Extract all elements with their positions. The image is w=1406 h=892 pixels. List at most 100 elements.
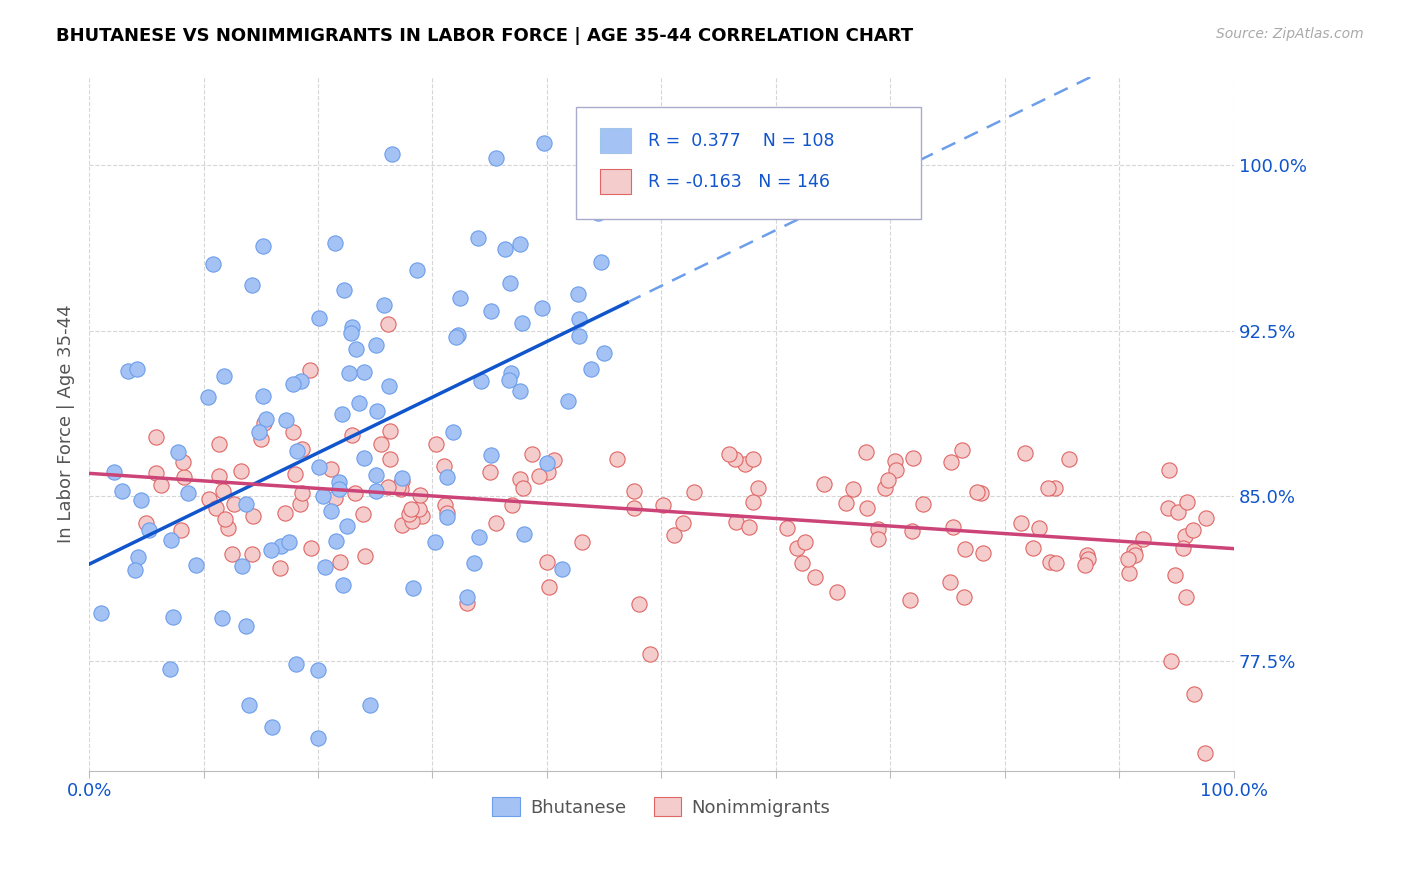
Point bbox=[373, 298, 395, 312]
Point bbox=[221, 547, 243, 561]
Point bbox=[308, 311, 330, 326]
Point bbox=[169, 524, 191, 538]
Point bbox=[598, 175, 620, 189]
Point bbox=[1043, 482, 1066, 496]
Point bbox=[533, 136, 555, 151]
Point bbox=[884, 463, 907, 477]
Point bbox=[307, 663, 329, 677]
Point bbox=[378, 378, 401, 392]
Point bbox=[835, 496, 858, 510]
Point bbox=[352, 508, 374, 522]
Point bbox=[1038, 481, 1060, 495]
Point bbox=[149, 477, 172, 491]
Point bbox=[217, 521, 239, 535]
Point bbox=[323, 235, 346, 250]
Text: R = -0.163   N = 146: R = -0.163 N = 146 bbox=[648, 173, 830, 191]
Point bbox=[1195, 511, 1218, 525]
Point bbox=[283, 376, 305, 391]
Point bbox=[247, 425, 270, 440]
Point bbox=[344, 343, 367, 357]
Point bbox=[231, 559, 253, 574]
Point bbox=[125, 362, 148, 376]
Point bbox=[208, 437, 231, 451]
Point bbox=[972, 546, 994, 560]
Point bbox=[571, 535, 593, 549]
Point bbox=[718, 446, 741, 460]
Point bbox=[478, 466, 501, 480]
Point bbox=[423, 535, 446, 549]
Point bbox=[274, 506, 297, 520]
Point bbox=[124, 563, 146, 577]
Point bbox=[291, 486, 314, 500]
Point bbox=[405, 263, 427, 277]
Point bbox=[240, 278, 263, 293]
Point bbox=[498, 373, 520, 387]
Point bbox=[250, 432, 273, 446]
Point bbox=[332, 578, 354, 592]
Point bbox=[638, 647, 661, 661]
Point bbox=[441, 425, 464, 439]
Point bbox=[325, 491, 347, 506]
Point bbox=[1074, 558, 1097, 572]
Point bbox=[298, 363, 321, 377]
Point bbox=[340, 428, 363, 442]
Point bbox=[734, 457, 756, 471]
Y-axis label: In Labor Force | Age 35-44: In Labor Force | Age 35-44 bbox=[58, 305, 75, 543]
Point bbox=[145, 466, 167, 480]
Point bbox=[127, 549, 149, 564]
Point bbox=[628, 597, 651, 611]
Point bbox=[387, 480, 409, 494]
Point bbox=[1116, 552, 1139, 566]
Point bbox=[308, 459, 330, 474]
Point bbox=[1122, 544, 1144, 558]
Point bbox=[211, 611, 233, 625]
Point bbox=[399, 502, 422, 516]
Point bbox=[252, 239, 274, 253]
Point bbox=[557, 393, 579, 408]
Point bbox=[725, 515, 748, 529]
Point bbox=[1175, 590, 1198, 604]
Point bbox=[378, 425, 401, 439]
Point bbox=[868, 532, 890, 546]
Point bbox=[347, 396, 370, 410]
Point bbox=[436, 470, 458, 484]
Point bbox=[208, 469, 231, 483]
Point bbox=[941, 455, 963, 469]
Point bbox=[509, 236, 531, 251]
Point bbox=[1156, 501, 1178, 516]
Point bbox=[738, 519, 761, 533]
Point bbox=[970, 486, 993, 500]
Point bbox=[359, 698, 381, 712]
Point bbox=[260, 542, 283, 557]
Point bbox=[623, 483, 645, 498]
Point bbox=[145, 430, 167, 444]
Point bbox=[90, 606, 112, 620]
Point bbox=[270, 539, 292, 553]
Point bbox=[436, 510, 458, 524]
Point bbox=[537, 580, 560, 594]
Point bbox=[942, 519, 965, 533]
Point bbox=[162, 609, 184, 624]
Point bbox=[953, 542, 976, 557]
Point bbox=[786, 541, 808, 556]
Point bbox=[463, 556, 485, 570]
Point bbox=[449, 291, 471, 305]
Point bbox=[536, 456, 558, 470]
Point bbox=[425, 436, 447, 450]
Point bbox=[391, 517, 413, 532]
Point bbox=[344, 486, 367, 500]
Point bbox=[606, 452, 628, 467]
Point bbox=[866, 522, 889, 536]
Point bbox=[470, 374, 492, 388]
Point bbox=[314, 560, 336, 574]
Point bbox=[912, 497, 935, 511]
Point bbox=[484, 516, 506, 531]
Point bbox=[391, 475, 413, 489]
Point bbox=[804, 570, 827, 584]
Point bbox=[1057, 452, 1080, 467]
Point bbox=[198, 491, 221, 506]
Point bbox=[290, 497, 312, 511]
Point bbox=[568, 312, 591, 326]
Point bbox=[284, 467, 307, 481]
Point bbox=[1028, 521, 1050, 535]
